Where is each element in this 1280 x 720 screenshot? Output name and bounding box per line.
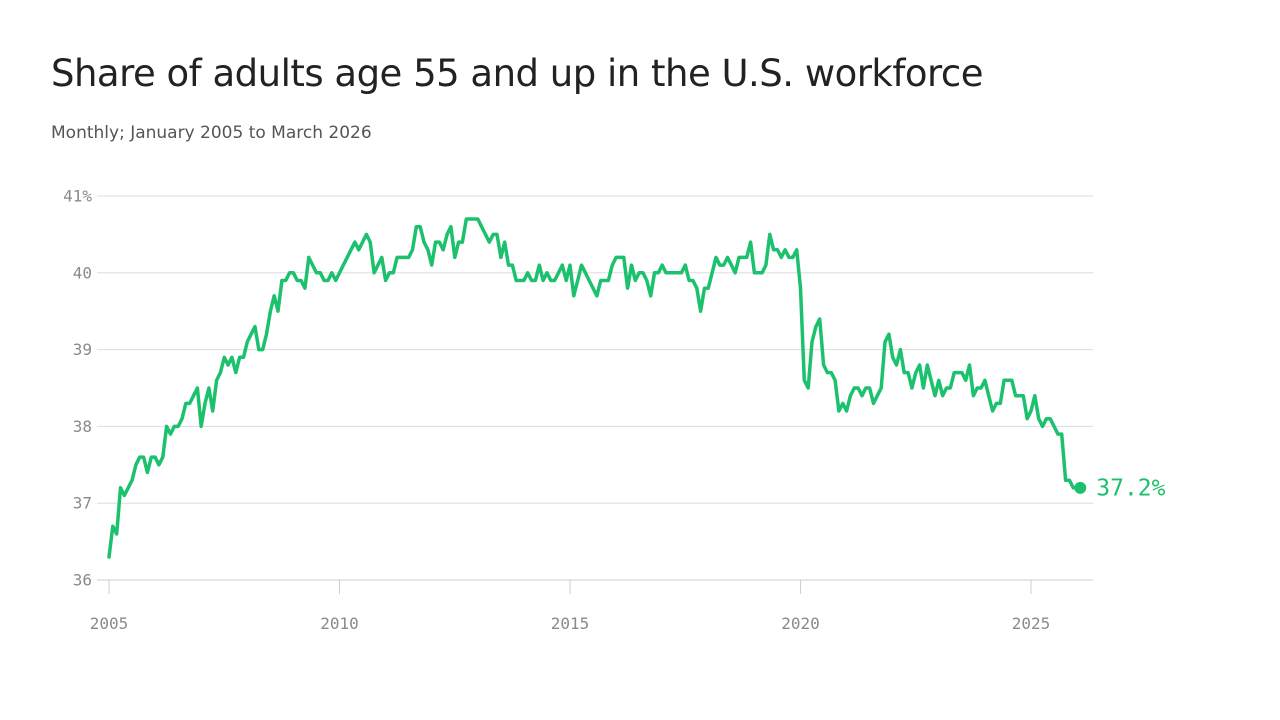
y-tick-label: 41%: [63, 187, 92, 206]
series-layer: 37.2%: [107, 217, 1166, 559]
gridlines: [97, 195, 1093, 581]
x-tick-label: 2015: [551, 614, 590, 633]
chart-title: Share of adults age 55 and up in the U.S…: [51, 52, 984, 95]
y-tick-label: 37: [73, 494, 92, 513]
end-point-marker: [1074, 481, 1087, 494]
series-line: [107, 217, 1076, 559]
y-axis-ticks: 41% 40 39 38 37 36: [63, 187, 92, 590]
chart-subtitle: Monthly; January 2005 to March 2026: [51, 123, 372, 143]
y-tick-label: 40: [73, 263, 92, 282]
x-tick-label: 2005: [90, 614, 129, 633]
y-tick-label: 36: [73, 571, 92, 590]
x-tick-label: 2020: [781, 614, 820, 633]
y-tick-label: 38: [73, 417, 92, 436]
x-tick-label: 2010: [320, 614, 359, 633]
x-axis-ticks: 2005 2010 2015 2020 2025: [90, 580, 1051, 633]
y-tick-label: 39: [73, 340, 92, 359]
end-value-label: 37.2%: [1096, 475, 1165, 501]
x-tick-label: 2025: [1012, 614, 1051, 633]
